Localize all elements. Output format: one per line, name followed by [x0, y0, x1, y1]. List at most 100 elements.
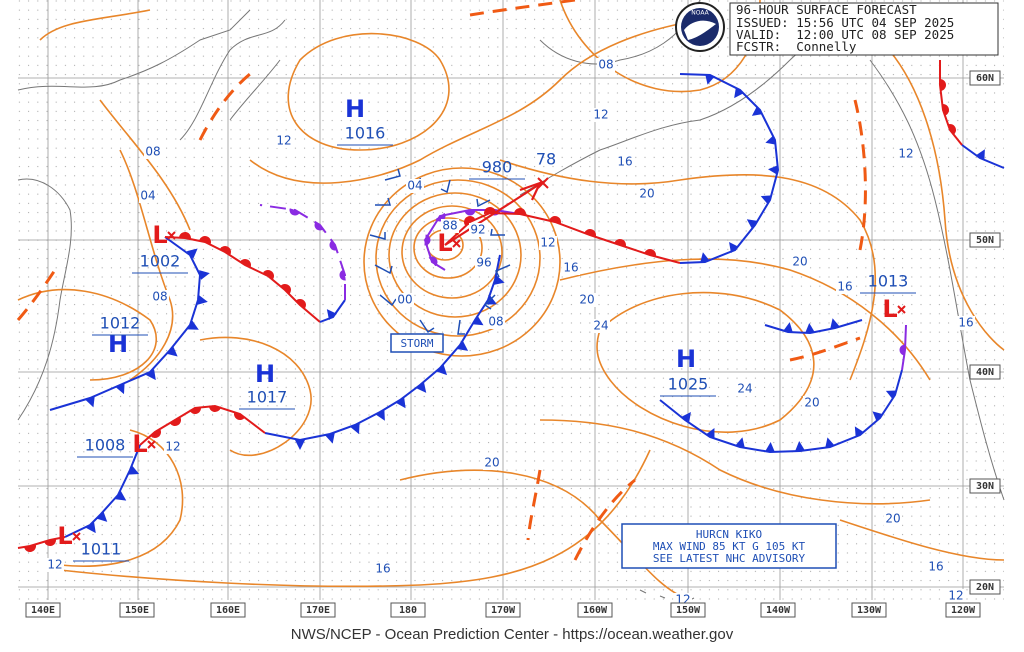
wind-barbs-part [369, 168, 511, 335]
isobar-label: 08 [152, 290, 167, 304]
fronts [17, 60, 1005, 552]
isobar-label: 12 [898, 147, 913, 161]
center-x [167, 231, 176, 240]
header-box-part [684, 20, 716, 40]
coastline-part [179, 19, 286, 141]
longitude-box [851, 602, 887, 618]
isobars-part [99, 99, 191, 231]
latitude-label: 40N [976, 367, 994, 378]
center-x [897, 305, 906, 314]
troughs-part [573, 478, 636, 561]
latitude-label: 30N [976, 481, 994, 492]
isobar-label: 12 [276, 134, 291, 148]
isobar-label-bg [396, 293, 414, 307]
isobar-label: 92 [470, 223, 485, 237]
header-line: VALID: 12:00 UTC 08 SEP 2025 [736, 27, 954, 42]
center-symbol: H [676, 345, 696, 373]
longitude-label: 180 [399, 605, 417, 616]
isobar-label: 16 [928, 560, 943, 574]
longitude-box [485, 602, 521, 618]
isobar-label: 20 [579, 293, 594, 307]
isobar-label-bg [947, 589, 965, 603]
fronts-part [139, 404, 266, 446]
fronts-part [17, 536, 66, 552]
center-x [72, 532, 81, 541]
center-pressure: 1025 [668, 375, 709, 394]
latitude-box [969, 232, 1001, 248]
isobar-label-bg [475, 256, 493, 270]
center-pressure: 1016 [345, 124, 386, 143]
longitude-box [210, 602, 246, 618]
isobar-label: 08 [598, 58, 613, 72]
isobars-part [59, 429, 184, 567]
isobar-label: 16 [375, 562, 390, 576]
longitude-box [25, 602, 61, 618]
longitude-box [945, 602, 981, 618]
fronts-part [519, 181, 543, 201]
header-box: 96-HOUR SURFACE FORECAST ISSUED: 15:56 U… [675, 2, 999, 56]
isobars-part [287, 32, 450, 151]
hurricane-box-part [621, 523, 837, 569]
center-symbol: H [345, 95, 365, 123]
isobar-label-bg [483, 456, 501, 470]
longitude-label: 140W [766, 605, 791, 616]
troughs-part [469, 0, 576, 17]
center-pressure: 1011 [81, 540, 122, 559]
isobar-label-bg [791, 255, 809, 269]
longitude-label: 170E [306, 605, 330, 616]
isobar-label: 20 [792, 255, 807, 269]
isobar-label-bg [374, 562, 392, 576]
isobar-label: 16 [563, 261, 578, 275]
troughs [16, 0, 867, 561]
wind-barbs [369, 168, 511, 335]
troughs-part [526, 469, 542, 541]
longitude-box [760, 602, 796, 618]
fronts-part [444, 207, 681, 264]
latitude-box [969, 364, 1001, 380]
center-pressure: 1002 [140, 252, 181, 271]
isobar-label-bg [803, 396, 821, 410]
fronts-part [64, 444, 141, 538]
isobar-label-bg [592, 108, 610, 122]
latitude-label: 60N [976, 73, 994, 84]
isobar-label-bg [562, 261, 580, 275]
center-symbol: H [108, 330, 128, 358]
isobar-label-bg [957, 316, 975, 330]
fronts-part [537, 177, 549, 189]
center-pressure: 1013 [868, 272, 909, 291]
isobar-label: 12 [593, 108, 608, 122]
isobar-label-bg [638, 187, 656, 201]
isobar-label: 16 [837, 280, 852, 294]
hurricane-box: HURCN KIKO MAX WIND 85 KT G 105 KT SEE L… [621, 523, 837, 569]
isobars-part [839, 519, 1005, 561]
longitude-box [577, 602, 613, 618]
coastline-part [17, 9, 251, 91]
isobar-label-bg [469, 223, 487, 237]
center-pressure: 980 [482, 158, 513, 177]
isobar-label-bg [884, 512, 902, 526]
isobars-part [249, 19, 701, 184]
isobar-label-bg [164, 440, 182, 454]
hurricane-line: SEE LATEST NHC ADVISORY [653, 552, 806, 565]
isobar-label: 20 [484, 456, 499, 470]
map-frame-part [18, 0, 1004, 600]
fronts-part [659, 369, 903, 454]
longitude-box [670, 602, 706, 618]
footer: NWS/NCEP - Ocean Prediction Center - htt… [291, 626, 734, 643]
isobar-label-bg [441, 219, 459, 233]
isobar-label: 04 [140, 189, 155, 203]
latitude-box [969, 70, 1001, 86]
logo-text: NOAA [691, 10, 709, 17]
isobar-label: 12 [540, 236, 555, 250]
coastline-part [869, 59, 1005, 501]
isobar-label-bg [275, 134, 293, 148]
fronts-part [444, 181, 544, 246]
longitude-box [119, 602, 155, 618]
longitude-label: 160E [216, 605, 240, 616]
header-line: 96-HOUR SURFACE FORECAST [736, 2, 917, 17]
latitude-box [969, 478, 1001, 494]
center-x [147, 440, 156, 449]
center-symbol: L [57, 522, 72, 550]
